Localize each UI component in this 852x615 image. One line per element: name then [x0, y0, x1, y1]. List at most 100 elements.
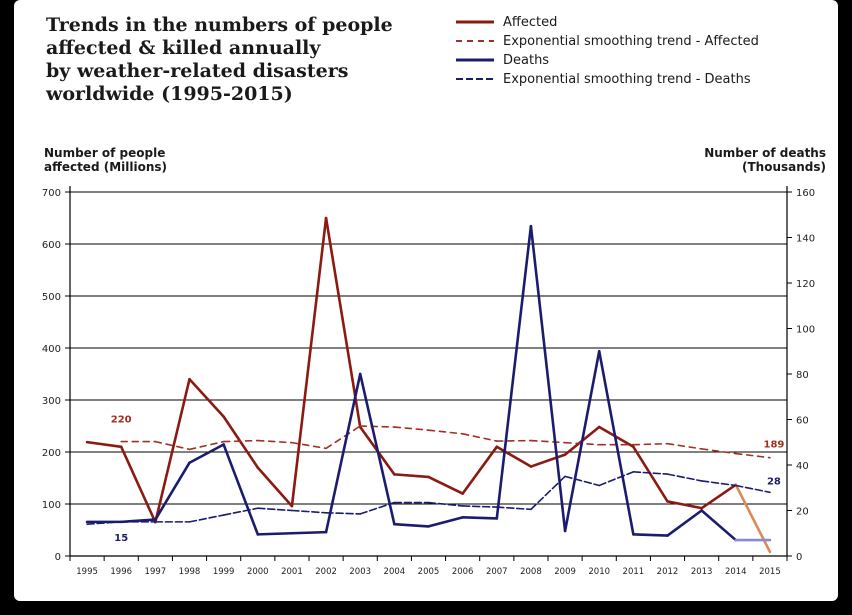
series-segment-exponential-smoothing-trend-deaths — [222, 507, 259, 516]
series-segment-exponential-smoothing-trend-affected — [359, 425, 396, 428]
legend-label: Affected — [503, 15, 557, 30]
series-segment-exponential-smoothing-trend-deaths — [666, 473, 703, 482]
series-segment-deaths — [393, 522, 430, 528]
series-segment-exponential-smoothing-trend-deaths — [700, 480, 737, 487]
x-tick-label: 1998 — [179, 567, 201, 577]
y-left-tick-label: 700 — [42, 188, 61, 199]
title-line: affected & killed annually — [46, 37, 321, 59]
series-segment-exponential-smoothing-trend-affected — [427, 429, 464, 435]
series-segment-deaths — [256, 531, 294, 536]
y-axis-left-title: Number of people — [44, 146, 165, 160]
series-segment-affected — [290, 216, 328, 508]
series-segment-exponential-smoothing-trend-affected — [393, 426, 430, 431]
legend: Affected Exponential smoothing trend - Af… — [456, 15, 759, 87]
gridlines — [70, 191, 787, 505]
x-tick-label: 1999 — [213, 567, 235, 577]
y-left-tick-label: 0 — [55, 552, 61, 563]
x-tick-label: 2000 — [247, 567, 269, 577]
x-tick-label: 1995 — [76, 567, 98, 577]
series-segment-exponential-smoothing-trend-affected — [461, 432, 498, 442]
chart-title: Trends in the numbers of peopleaffected … — [45, 14, 393, 105]
series-segment-exponential-smoothing-trend-affected — [291, 441, 327, 450]
y-left-tick-label: 300 — [42, 396, 61, 407]
series-segment-deaths — [597, 349, 635, 536]
x-tick-label: 2003 — [349, 567, 371, 577]
series-segment-exponential-smoothing-trend-affected — [530, 439, 566, 444]
series-segment-affected — [222, 415, 260, 469]
series-segment-deaths — [563, 349, 601, 533]
y-right-tick-label: 160 — [796, 188, 815, 199]
series-segment-deaths — [358, 372, 396, 526]
series-segment-deaths — [700, 509, 738, 542]
series-segment-affected — [632, 445, 669, 503]
y-right-tick-label: 40 — [796, 461, 809, 472]
series-segment-exponential-smoothing-trend-affected — [154, 440, 191, 451]
series-segment-affected — [666, 500, 703, 510]
y-axis-right-title: (Thousands) — [742, 160, 826, 174]
series-segment-affected — [427, 475, 464, 495]
series-segment-deaths — [529, 224, 567, 533]
series-segment-affected — [154, 377, 191, 524]
series-segment-deaths — [666, 509, 703, 537]
series-segment-exponential-smoothing-trend-affected — [632, 442, 669, 446]
annotations: 220 189 15 28 — [111, 415, 785, 544]
series-segment-affected — [393, 473, 430, 479]
series-segment-exponential-smoothing-trend-deaths — [427, 501, 464, 507]
series-segment-exponential-smoothing-trend-affected — [734, 452, 771, 459]
axes: 0 100 200 300 400 500 600 700 0 20 40 60 80 100 120 140… — [42, 186, 815, 577]
series-segment-affected — [529, 453, 567, 468]
chart-panel — [14, 0, 838, 601]
series-segment-affected — [700, 483, 738, 510]
series-segment-exponential-smoothing-trend-affected — [222, 439, 259, 443]
affected-start-label: 220 — [111, 415, 132, 426]
title-line: by weather-related disasters — [46, 60, 348, 82]
series-segment-deaths — [290, 530, 328, 535]
y-left-tick-label: 600 — [42, 240, 61, 251]
x-tick-label: 2012 — [657, 567, 679, 577]
series-segment-exponential-smoothing-trend-affected — [325, 425, 362, 450]
y-axis-right-title: Number of deaths — [704, 146, 826, 160]
y-left-tick-label: 500 — [42, 292, 61, 303]
series-segment-affected — [85, 440, 123, 449]
series-segment-affected — [188, 377, 225, 418]
legend-label: Exponential smoothing trend - Deaths — [503, 72, 751, 87]
series-segment-exponential-smoothing-trend-deaths — [495, 506, 532, 511]
x-tick-label: 2005 — [418, 567, 440, 577]
x-tick-label: 2014 — [725, 567, 747, 577]
deaths-end-label: 28 — [767, 476, 781, 487]
series-segment-exponential-smoothing-trend-deaths — [325, 511, 362, 515]
series-segment-exponential-smoothing-trend-deaths — [188, 514, 225, 523]
legend-label: Deaths — [503, 53, 549, 68]
series-segment-exponential-smoothing-trend-affected — [666, 442, 703, 450]
x-tick-label: 2009 — [554, 567, 576, 577]
x-tick-label: 2011 — [623, 567, 645, 577]
title-line: worldwide (1995-2015) — [45, 83, 293, 105]
y-left-tick-label: 200 — [42, 448, 61, 459]
series-segment-deaths — [632, 533, 669, 537]
series-segment-affected — [461, 445, 499, 495]
series-segment-affected — [324, 216, 362, 429]
x-tick-label: 2007 — [486, 567, 508, 577]
series-segment-exponential-smoothing-trend-deaths — [359, 501, 396, 515]
series-segment-affected — [119, 445, 157, 524]
x-tick-label: 2001 — [281, 567, 303, 577]
series-segment-exponential-smoothing-trend-deaths — [632, 471, 669, 475]
series-segment-exponential-smoothing-trend-deaths — [734, 484, 771, 494]
series-segment-exponential-smoothing-trend-affected — [256, 439, 293, 444]
series-segment-deaths — [222, 443, 260, 536]
y-right-tick-label: 60 — [796, 416, 809, 427]
x-tick-label: 2006 — [452, 567, 474, 577]
series-segment-deaths — [324, 372, 362, 534]
affected-end-label: 189 — [763, 440, 784, 451]
series-segment-exponential-smoothing-trend-deaths — [564, 475, 601, 487]
series-segment-deaths — [461, 516, 499, 520]
y-right-tick-label: 120 — [796, 279, 815, 290]
series-segment-deaths — [495, 224, 533, 520]
series-segment-affected — [734, 483, 772, 554]
series-segment-exponential-smoothing-trend-deaths — [256, 507, 293, 512]
series-segment-affected — [495, 445, 533, 468]
x-tick-label: 2010 — [588, 567, 610, 577]
y-left-tick-label: 100 — [42, 500, 61, 511]
